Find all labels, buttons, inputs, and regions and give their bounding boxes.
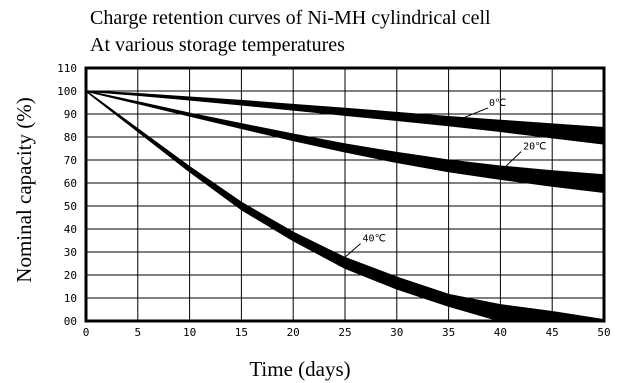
x-tick-label: 30 <box>390 326 403 339</box>
x-tick-label: 0 <box>83 326 90 339</box>
curve-label-leader <box>456 107 489 121</box>
grid-layer <box>85 67 605 322</box>
y-tick-label: 100 <box>57 85 77 98</box>
y-axis-title: Nominal capacity (%) <box>12 97 36 282</box>
x-tick-label: 35 <box>442 326 455 339</box>
y-tick-label: 40 <box>64 223 77 236</box>
curve-label-leader <box>500 151 522 172</box>
x-axis-title: Time (days) <box>249 357 350 381</box>
x-tick-label: 25 <box>338 326 351 339</box>
y-tick-label: 90 <box>64 108 77 121</box>
x-tick-label: 15 <box>235 326 248 339</box>
y-tick-label: 50 <box>64 200 77 213</box>
x-tick-label: 50 <box>597 326 610 339</box>
chart-title: Charge retention curves of Ni-MH cylindr… <box>90 7 491 29</box>
plot-frame <box>84 66 606 323</box>
y-tick-label: 110 <box>57 62 77 75</box>
y-tick-label: 20 <box>64 269 77 282</box>
curve-label-layer: 0℃ 20℃ 40℃ <box>342 98 546 260</box>
y-tick-label: 60 <box>64 177 77 190</box>
x-tick-label: 20 <box>287 326 300 339</box>
y-tick-label: 00 <box>64 315 77 328</box>
curve-label: 40℃ <box>363 234 386 245</box>
y-tick-label: 10 <box>64 292 77 305</box>
y-tick-label: 70 <box>64 154 77 167</box>
curve-label: 20℃ <box>523 142 546 153</box>
x-tick-label: 40 <box>494 326 507 339</box>
x-tick-label: 45 <box>546 326 559 339</box>
x-tick-label: 5 <box>134 326 141 339</box>
curve-label: 0℃ <box>489 98 506 109</box>
curve-label-leader <box>342 243 361 260</box>
x-tick-label: 10 <box>183 326 196 339</box>
chart-subtitle: At various storage temperatures <box>90 34 345 56</box>
y-tick-label: 80 <box>64 131 77 144</box>
y-tick-label: 30 <box>64 246 77 259</box>
tick-label-layer: 0 5 10 15 20 25 30 35 40 45 50 00 10 20 30 40 50 60 70 80 90… <box>57 62 611 339</box>
